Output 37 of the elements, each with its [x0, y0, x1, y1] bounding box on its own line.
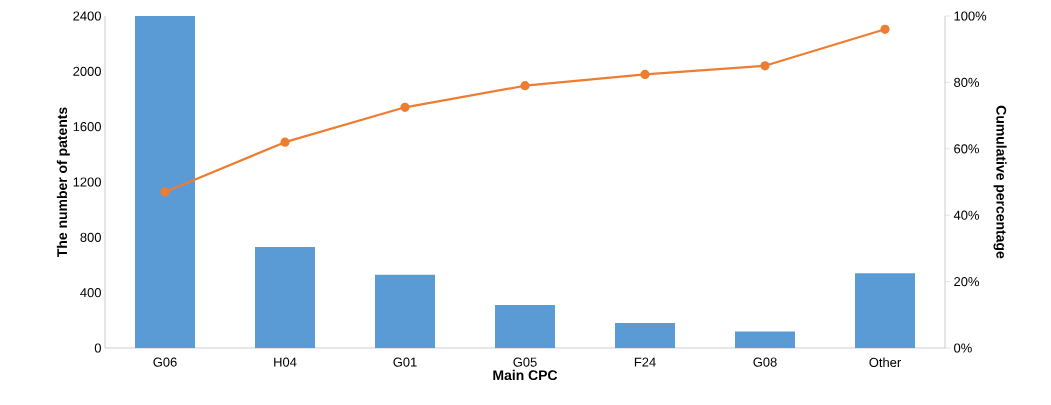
- y2-tick-label: 100%: [954, 11, 987, 21]
- y2-axis-title: Cumulative percentage: [993, 105, 1007, 259]
- bar: [375, 274, 435, 348]
- y-axis-title: The number of patents: [56, 107, 70, 258]
- y2-tick-label: 0%: [954, 343, 972, 353]
- y2-tick-label: 60%: [954, 144, 979, 154]
- y-tick-label: 1200: [73, 177, 101, 187]
- y-tick-label: 2000: [73, 66, 101, 76]
- point: [760, 61, 770, 71]
- y2-tick-label: 20%: [954, 277, 979, 287]
- bar: [135, 16, 195, 348]
- point: [520, 81, 530, 91]
- y-tick-label: 800: [80, 232, 101, 242]
- point: [160, 187, 170, 197]
- bar: [615, 323, 676, 348]
- x-tick-label: F24: [634, 357, 656, 367]
- x-tick-label: H04: [274, 357, 297, 367]
- y2-tick-label: 80%: [954, 77, 979, 87]
- x-axis-title: Main CPC: [493, 369, 558, 381]
- y-tick-label: 2400: [73, 11, 101, 21]
- x-tick-label: Other: [869, 357, 901, 368]
- bar: [255, 247, 315, 348]
- x-tick-label: G05: [513, 357, 537, 367]
- y-tick-label: 1600: [73, 122, 101, 132]
- y2-tick-label: 40%: [953, 210, 979, 220]
- bar: [735, 331, 796, 348]
- x-tick-label: G01: [393, 357, 417, 367]
- y-tick-label: 0: [94, 343, 101, 353]
- y-tick-label: 400: [80, 288, 101, 298]
- point: [880, 24, 890, 34]
- point: [640, 69, 650, 80]
- x-tick-label: G06: [153, 357, 177, 367]
- point: [280, 137, 290, 147]
- point: [400, 102, 410, 112]
- x-tick-label: G08: [753, 357, 777, 367]
- bar: [495, 305, 555, 348]
- bar: [855, 273, 916, 348]
